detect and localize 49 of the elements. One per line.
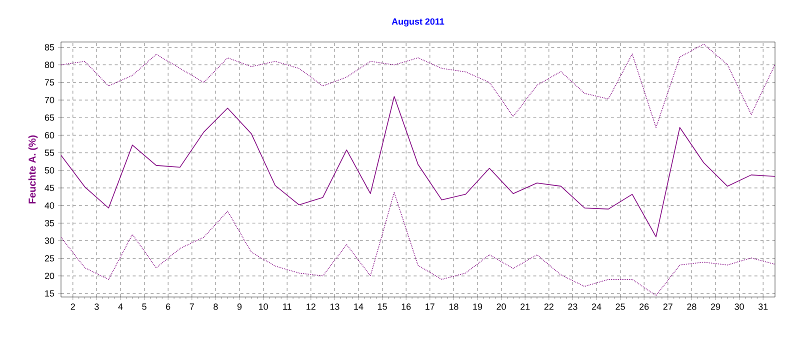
x-tick-label: 7	[190, 304, 194, 310]
y-tick-label: 35	[44, 220, 54, 226]
x-tick-label: 5	[142, 304, 146, 310]
x-tick-label: 12	[306, 304, 316, 310]
x-tick-label: 18	[449, 304, 458, 310]
x-tick-label: 9	[237, 304, 242, 310]
x-tick-label: 8	[214, 304, 218, 310]
chart-title: August 2011	[392, 18, 444, 27]
x-tick-label: 29	[710, 304, 720, 310]
x-tick-label: 27	[663, 304, 672, 310]
y-tick-label: 25	[44, 255, 54, 262]
x-tick-label: 23	[568, 304, 578, 310]
x-tick-label: 31	[758, 304, 768, 310]
y-tick-label: 20	[44, 272, 54, 280]
y-tick-label: 15	[45, 290, 54, 297]
line-series	[61, 96, 776, 238]
x-tick-label: 19	[473, 304, 482, 310]
y-tick-label: 30	[44, 238, 54, 244]
x-tick-label: 2	[70, 304, 75, 310]
x-tick-label: 3	[94, 304, 99, 310]
x-tick-label: 28	[687, 304, 696, 310]
y-axis-title: Feuchte A. (%)	[28, 135, 38, 204]
x-tick-label: 21	[520, 304, 530, 310]
x-tick-label: 24	[592, 304, 602, 310]
line-series	[61, 192, 776, 296]
y-tick-label: 75	[44, 79, 54, 86]
x-tick-label: 30	[734, 304, 744, 310]
x-tick-label: 20	[496, 304, 506, 310]
y-tick-label: 70	[44, 96, 54, 104]
y-tick-label: 40	[44, 202, 54, 209]
x-tick-label: 13	[330, 304, 340, 310]
y-tick-label: 55	[44, 150, 54, 156]
x-tick-label: 6	[166, 304, 170, 310]
y-tick-label: 50	[44, 167, 54, 174]
y-tick-label: 80	[44, 62, 54, 68]
x-tick-label: 15	[378, 304, 387, 310]
x-tick-label: 17	[426, 304, 434, 310]
y-tick-label: 45	[44, 184, 54, 192]
x-tick-label: 10	[259, 304, 268, 310]
x-tick-label: 4	[118, 304, 123, 310]
x-tick-label: 14	[354, 304, 364, 310]
x-tick-label: 26	[640, 304, 649, 310]
y-tick-label: 85	[44, 44, 54, 50]
x-tick-label: 11	[283, 304, 292, 310]
x-tick-label: 22	[544, 304, 554, 310]
x-tick-label: 25	[616, 304, 625, 310]
y-tick-label: 65	[44, 114, 54, 121]
x-tick-label: 16	[402, 304, 411, 310]
y-tick-label: 60	[44, 132, 54, 138]
